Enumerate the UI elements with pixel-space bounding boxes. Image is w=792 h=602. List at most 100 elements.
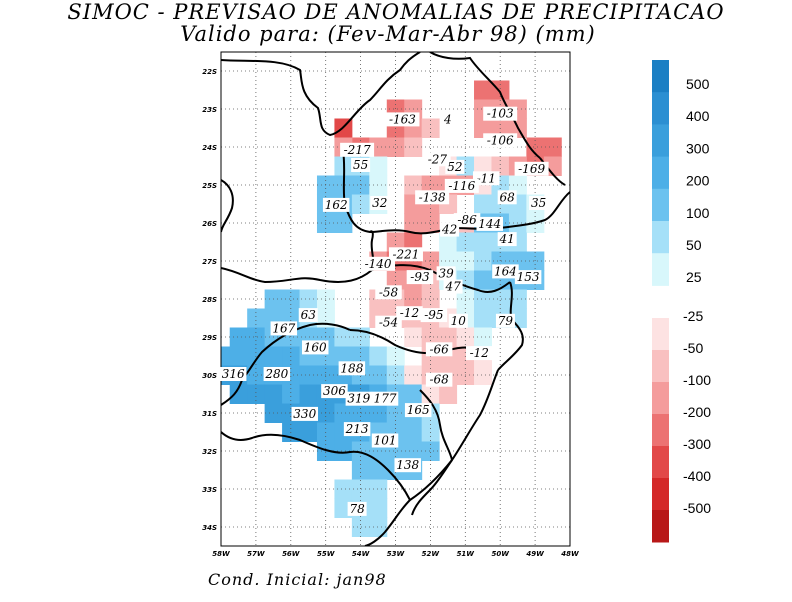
border-parana-south: [221, 230, 375, 284]
anomaly-cell: [421, 213, 440, 233]
colorbar-positive-box: [652, 92, 669, 125]
lon-tick-label: 51W: [457, 550, 475, 558]
anomaly-value-label: -12: [466, 346, 493, 361]
anomaly-cell: [334, 479, 353, 499]
colorbar-boxes: [652, 60, 669, 543]
border-uruguay: [221, 322, 351, 406]
colorbar-negative-label: -200: [683, 404, 711, 420]
lat-tick-label: 34S: [202, 524, 217, 532]
svg-text:55: 55: [353, 158, 368, 172]
anomaly-cell: [334, 327, 353, 347]
lon-tick-label: 53W: [387, 550, 405, 558]
anomaly-cell: [474, 327, 492, 347]
anomaly-cell: [369, 175, 388, 195]
svg-text:78: 78: [349, 502, 365, 516]
anomaly-cell: [474, 365, 492, 385]
anomaly-cell: [247, 384, 266, 404]
lon-tick-label: 52W: [422, 550, 440, 558]
svg-text:-217: -217: [344, 143, 371, 157]
colorbar-positive-box: [652, 156, 669, 190]
anomaly-cell: [439, 251, 458, 271]
anomaly-cell: [369, 479, 388, 499]
colorbar-positive-label: 50: [686, 237, 702, 253]
colorbar-positive-label: 25: [686, 269, 702, 285]
lat-tick-label: 25S: [202, 182, 217, 190]
border-inner-rs: [419, 389, 453, 461]
anomaly-cell: [351, 517, 370, 537]
colorbar-positive-label: 300: [686, 140, 710, 156]
svg-text:-11: -11: [477, 171, 496, 185]
lat-tick-label: 30S: [202, 372, 217, 380]
anomaly-value-label: -68: [425, 372, 453, 387]
lon-tick-label: 50W: [491, 550, 509, 558]
svg-text:144: 144: [478, 217, 501, 231]
anomaly-value-label: 162: [322, 197, 350, 212]
anomaly-cell: [299, 365, 318, 385]
border-uruguay-2: [221, 431, 411, 501]
svg-text:-140: -140: [365, 257, 392, 271]
anomaly-value-label: -11: [472, 171, 500, 186]
lat-tick-label: 22S: [202, 68, 217, 76]
svg-text:167: 167: [272, 321, 295, 335]
anomaly-value-label: -27: [424, 152, 451, 167]
anomaly-value-label: -140: [361, 256, 396, 271]
anomaly-cell: [474, 156, 492, 176]
anomaly-value-label: 42: [440, 222, 460, 237]
anomaly-cell: [543, 137, 562, 157]
anomaly-cell: [526, 251, 545, 271]
anomaly-value-label: 153: [514, 270, 542, 285]
svg-text:-95: -95: [424, 308, 443, 322]
anomaly-cell: [421, 251, 440, 271]
anomaly-cell: [221, 346, 231, 366]
svg-text:79: 79: [498, 314, 514, 328]
svg-text:177: 177: [374, 392, 397, 406]
colorbar-positive-box: [652, 221, 669, 254]
lon-tick-label: 55W: [317, 550, 335, 558]
colorbar-negative-box: [652, 446, 669, 479]
svg-text:101: 101: [374, 434, 397, 448]
anomaly-value-label: -58: [375, 285, 402, 300]
svg-text:-68: -68: [429, 373, 449, 387]
initial-condition-caption: Cond. Inicial: jan98: [208, 570, 387, 589]
anomaly-cell: [369, 517, 388, 537]
colorbar-positive-box: [652, 60, 669, 93]
svg-text:160: 160: [304, 340, 327, 354]
svg-text:-103: -103: [487, 107, 514, 121]
svg-text:-106: -106: [487, 133, 514, 147]
colorbar-labels: 500 400 300 200 100 50 25 -25 -50 -100 -200 -300 -40…: [683, 76, 711, 516]
anomaly-cell: [351, 441, 370, 461]
colorbar-positive-label: 200: [686, 173, 710, 189]
anomaly-cell: [526, 137, 545, 157]
colorbar-positive-label: 500: [686, 76, 710, 92]
anomaly-value-label: 47: [443, 279, 463, 294]
anomaly-cell: [334, 441, 353, 461]
svg-text:138: 138: [396, 458, 419, 472]
anomaly-value-label: 68: [497, 190, 517, 205]
lon-tick-label: 56W: [282, 550, 300, 558]
anomaly-cell: [264, 384, 283, 404]
anomaly-value-label: -12: [396, 306, 423, 321]
anomaly-value-label: 167: [270, 321, 298, 336]
anomaly-cell: [299, 384, 318, 404]
svg-text:-221: -221: [392, 247, 419, 261]
anomaly-value-label: 213: [343, 422, 371, 437]
anomaly-value-label: 164: [492, 264, 519, 279]
colorbar-negative-box: [652, 414, 669, 447]
anomaly-cell: [247, 365, 266, 385]
anomaly-value-label: 78: [347, 501, 367, 516]
anomaly-value-label: -86: [453, 213, 481, 228]
anomaly-cell: [474, 80, 492, 100]
svg-text:35: 35: [531, 196, 546, 210]
anomaly-value-label: 188: [338, 361, 366, 376]
lon-tick-label: 54W: [352, 550, 370, 558]
svg-text:-12: -12: [470, 346, 489, 360]
lat-tick-label: 32S: [202, 448, 217, 456]
anomaly-cell: [421, 289, 440, 309]
svg-text:-12: -12: [400, 306, 419, 320]
svg-text:153: 153: [517, 270, 540, 284]
svg-text:32: 32: [372, 196, 387, 210]
colorbar-negative-label: -500: [683, 500, 711, 516]
anomaly-cell: [474, 232, 492, 252]
anomaly-value-label: 4: [442, 112, 454, 127]
svg-text:-169: -169: [518, 162, 545, 176]
